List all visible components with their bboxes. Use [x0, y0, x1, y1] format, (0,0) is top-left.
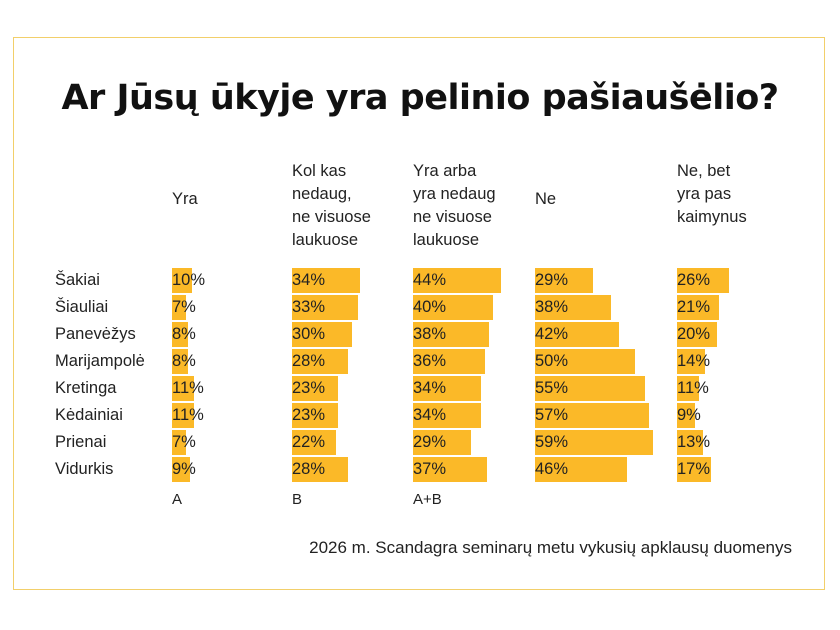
bar	[413, 430, 471, 455]
value-label: 34%	[413, 406, 447, 424]
value-label: 33%	[292, 298, 326, 316]
value-label: 11%	[172, 379, 204, 397]
row-label: Šakiai	[55, 271, 100, 289]
value-label: 10%	[172, 271, 206, 289]
bar	[535, 403, 649, 428]
column-note: A+B	[413, 491, 442, 508]
value-label: 37%	[413, 460, 447, 478]
bar	[292, 457, 348, 482]
row-label: Kėdainiai	[55, 406, 123, 424]
bar	[292, 322, 352, 347]
bar	[677, 403, 695, 428]
value-label: 42%	[535, 325, 569, 343]
row-label: Kretinga	[55, 379, 117, 397]
chart-frame	[13, 37, 825, 590]
value-label: 29%	[535, 271, 569, 289]
column-header: Yra	[172, 190, 198, 208]
bar	[677, 376, 699, 401]
bar	[413, 403, 481, 428]
bar	[535, 349, 635, 374]
row-label: Marijampolė	[55, 352, 145, 370]
row-label: Šiauliai	[55, 298, 109, 316]
bar	[292, 430, 336, 455]
value-label: 30%	[292, 325, 326, 343]
value-label: 11%	[172, 406, 204, 424]
value-label: 7%	[172, 298, 196, 316]
value-label: 34%	[413, 379, 447, 397]
value-label: 28%	[292, 460, 326, 478]
value-label: 21%	[677, 298, 711, 316]
bar	[172, 349, 188, 374]
bar	[172, 295, 186, 320]
value-label: 7%	[172, 433, 196, 451]
value-label: 8%	[172, 325, 196, 343]
value-label: 9%	[172, 460, 196, 478]
value-label: 23%	[292, 406, 326, 424]
value-label: 20%	[677, 325, 711, 343]
bar	[677, 430, 703, 455]
value-label: 9%	[677, 406, 701, 424]
bar	[292, 349, 348, 374]
value-label: 29%	[413, 433, 447, 451]
value-label: 40%	[413, 298, 447, 316]
bar	[535, 457, 627, 482]
value-label: 38%	[413, 325, 447, 343]
bar	[413, 457, 487, 482]
value-label: 36%	[413, 352, 447, 370]
bar	[172, 430, 186, 455]
bar	[535, 268, 593, 293]
bar	[413, 322, 489, 347]
column-header: Kol kas nedaug, ne visuose laukuose	[292, 162, 371, 249]
column-header: Ne, bet yra pas kaimynus	[677, 162, 747, 226]
value-label: 50%	[535, 352, 569, 370]
bar	[413, 295, 493, 320]
bar	[413, 268, 501, 293]
value-label: 46%	[535, 460, 569, 478]
column-note: B	[292, 491, 303, 508]
value-label: 28%	[292, 352, 326, 370]
column-header: Yra arba yra nedaug ne visuose laukuose	[413, 162, 496, 249]
value-label: 14%	[677, 352, 711, 370]
value-label: 34%	[292, 271, 326, 289]
bar	[535, 322, 619, 347]
bar	[413, 376, 481, 401]
bar	[535, 295, 611, 320]
row-label: Vidurkis	[55, 460, 114, 478]
value-label: 55%	[535, 379, 569, 397]
value-label: 17%	[677, 460, 711, 478]
bar	[677, 295, 719, 320]
bar	[413, 349, 485, 374]
value-label: 26%	[677, 271, 711, 289]
bar	[535, 430, 653, 455]
value-label: 57%	[535, 406, 569, 424]
bar	[172, 322, 188, 347]
bar	[292, 403, 338, 428]
bar	[292, 295, 358, 320]
bar	[677, 268, 729, 293]
source-note: 2026 m. Scandagra seminarų metu vykusių …	[309, 538, 792, 557]
bar	[292, 376, 338, 401]
row-label: Prienai	[55, 433, 107, 451]
value-label: 11%	[677, 379, 709, 397]
value-label: 22%	[292, 433, 326, 451]
bar	[172, 376, 194, 401]
column-note: A	[172, 491, 183, 508]
value-label: 59%	[535, 433, 569, 451]
value-label: 38%	[535, 298, 569, 316]
value-label: 44%	[413, 271, 447, 289]
bar	[677, 322, 717, 347]
chart-title: Ar Jūsų ūkyje yra pelinio pašiaušėlio?	[61, 78, 779, 118]
value-label: 13%	[677, 433, 711, 451]
bar	[292, 268, 360, 293]
bar	[172, 268, 192, 293]
bar	[172, 457, 190, 482]
bar	[677, 349, 705, 374]
column-header: Ne	[535, 190, 557, 208]
bar	[535, 376, 645, 401]
value-label: 8%	[172, 352, 196, 370]
bar	[677, 457, 711, 482]
bar	[172, 403, 194, 428]
row-label: Panevėžys	[55, 325, 136, 343]
value-label: 23%	[292, 379, 326, 397]
